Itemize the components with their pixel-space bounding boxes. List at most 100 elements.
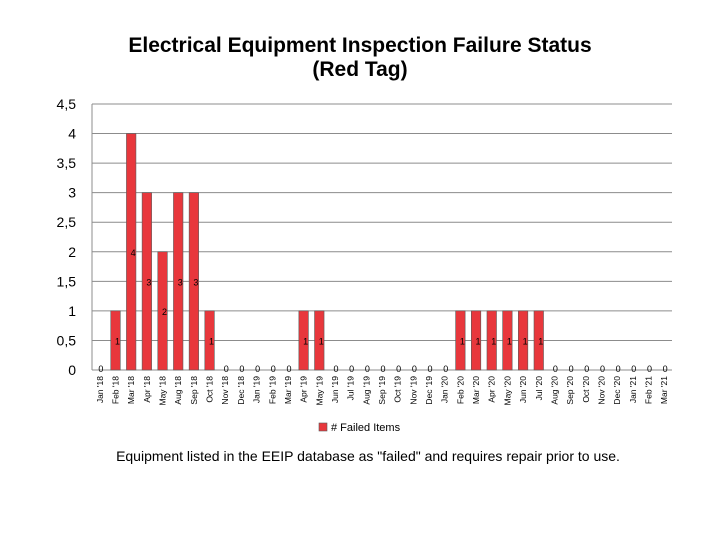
x-tick-label: Jul '20 xyxy=(534,376,544,401)
x-tick-label: Jan '20 xyxy=(440,376,450,403)
chart-title-line-2: (Red Tag) xyxy=(312,58,408,81)
data-label: 1 xyxy=(319,336,324,346)
chart-title-line-1: Electrical Equipment Inspection Failure … xyxy=(128,34,592,57)
data-label: 1 xyxy=(303,336,308,346)
data-label: 0 xyxy=(349,364,354,374)
x-tick-label: Aug '20 xyxy=(549,376,559,405)
data-label: 0 xyxy=(553,364,558,374)
x-tick-label: Feb '18 xyxy=(111,376,121,404)
data-label: 1 xyxy=(476,336,481,346)
data-label: 0 xyxy=(239,364,244,374)
legend-label: # Failed Items xyxy=(331,422,401,434)
data-label: 2 xyxy=(162,307,167,317)
x-tick-label: Dec '20 xyxy=(612,376,622,405)
x-tick-label: Jan '18 xyxy=(95,376,105,403)
x-tick-label: Dec '18 xyxy=(236,376,246,405)
x-tick-label: May '20 xyxy=(502,376,512,406)
y-tick-label: 3,5 xyxy=(57,155,77,171)
data-label: 0 xyxy=(631,364,636,374)
bar xyxy=(110,310,121,371)
data-label: 0 xyxy=(569,364,574,374)
data-label: 0 xyxy=(412,364,417,374)
x-tick-label: Sep '18 xyxy=(189,376,199,405)
data-label: 3 xyxy=(146,277,151,287)
bar xyxy=(204,310,215,371)
data-label: 1 xyxy=(491,336,496,346)
x-tick-label: Oct '18 xyxy=(205,376,215,403)
data-label: 1 xyxy=(209,336,214,346)
data-label: 1 xyxy=(523,336,528,346)
bar xyxy=(518,310,529,371)
x-tick-label: Oct '19 xyxy=(393,376,403,403)
x-tick-label: Jun '20 xyxy=(518,376,528,403)
x-tick-label: Jun '19 xyxy=(330,376,340,403)
bar xyxy=(298,310,309,371)
chart-caption: Equipment listed in the EEIP database as… xyxy=(116,448,620,464)
x-tick-label: Mar '19 xyxy=(283,376,293,404)
y-tick-label: 2 xyxy=(68,244,76,260)
bar xyxy=(502,310,513,371)
data-label: 0 xyxy=(396,364,401,374)
bar xyxy=(486,310,497,371)
x-tick-label: May '19 xyxy=(314,376,324,406)
data-label: 1 xyxy=(538,336,543,346)
data-label: 4 xyxy=(131,248,136,258)
chart-title: Electrical Equipment Inspection Failure … xyxy=(0,34,720,82)
x-tick-label: Dec '19 xyxy=(424,376,434,405)
data-label: 3 xyxy=(193,277,198,287)
x-tick-label: Mar '20 xyxy=(471,376,481,404)
x-tick-label: Mar '21 xyxy=(659,376,669,404)
bar xyxy=(157,251,168,371)
x-tick-label: May '18 xyxy=(158,376,168,406)
data-label: 0 xyxy=(647,364,652,374)
y-tick-label: 0,5 xyxy=(57,332,77,348)
x-tick-label: Apr '19 xyxy=(299,376,309,403)
y-tick-label: 0 xyxy=(68,362,76,378)
bar xyxy=(314,310,325,371)
legend: # Failed Items xyxy=(318,422,401,434)
y-tick-label: 2,5 xyxy=(57,214,77,230)
bar-chart: 0 0,5 1 1,5 2 2,5 3 3,5 4 4,5 0 Jan '18 1 Feb '18 4 Mar… xyxy=(57,96,672,434)
data-label: 1 xyxy=(115,336,120,346)
x-tick-label: Nov '19 xyxy=(408,376,418,405)
bar xyxy=(471,310,482,371)
data-label: 0 xyxy=(428,364,433,374)
x-tick-label: Feb '19 xyxy=(267,376,277,404)
data-label: 0 xyxy=(380,364,385,374)
y-tick-label: 4,5 xyxy=(57,96,77,112)
bar xyxy=(141,192,152,371)
data-label: 0 xyxy=(616,364,621,374)
data-label: 3 xyxy=(178,277,183,287)
x-tick-label: Mar '18 xyxy=(126,376,136,404)
x-tick-label: Aug '19 xyxy=(361,376,371,405)
x-tick-label: Nov '18 xyxy=(220,376,230,405)
y-tick-label: 1 xyxy=(68,303,76,319)
x-tick-label: Jul '19 xyxy=(346,376,356,401)
x-tick-label: Sep '19 xyxy=(377,376,387,405)
data-label: 0 xyxy=(271,364,276,374)
data-label: 0 xyxy=(224,364,229,374)
x-tick-label: Jan '21 xyxy=(628,376,638,403)
bar xyxy=(126,133,137,371)
data-label: 0 xyxy=(584,364,589,374)
data-label: 0 xyxy=(286,364,291,374)
bar xyxy=(173,192,184,371)
y-tick-label: 1,5 xyxy=(57,273,77,289)
x-tick-label: Feb '21 xyxy=(643,376,653,404)
data-label: 0 xyxy=(98,364,103,374)
x-tick-label: Nov '20 xyxy=(596,376,606,405)
x-tick-label: Apr '18 xyxy=(142,376,152,403)
x-tick-label: Apr '20 xyxy=(487,376,497,403)
x-tick-label: Feb '20 xyxy=(455,376,465,404)
x-tick-label: Jan '19 xyxy=(252,376,262,403)
bar xyxy=(533,310,544,371)
data-label: 0 xyxy=(333,364,338,374)
legend-swatch xyxy=(318,422,328,432)
data-label: 1 xyxy=(507,336,512,346)
x-tick-label: Aug '18 xyxy=(173,376,183,405)
data-label: 0 xyxy=(365,364,370,374)
y-tick-label: 3 xyxy=(68,185,76,201)
bar xyxy=(455,310,466,371)
x-tick-label: Sep '20 xyxy=(565,376,575,405)
